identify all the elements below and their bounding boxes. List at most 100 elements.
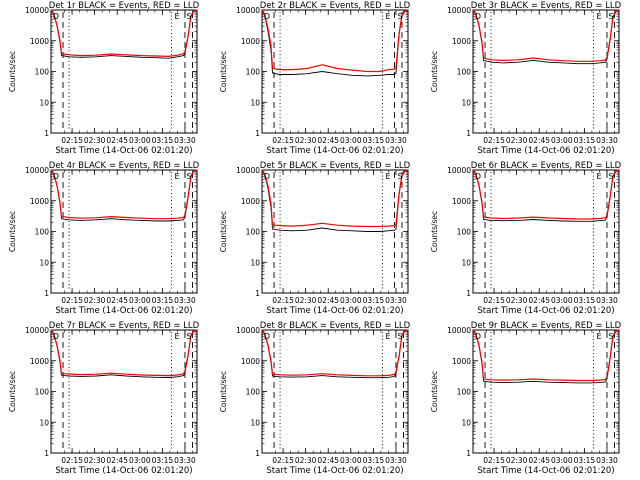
x-tick-label: 03:15 — [574, 456, 596, 465]
plot-frame — [261, 9, 409, 134]
y-tick-label: 100 — [35, 388, 50, 397]
x-axis-label: Start Time (14-Oct-06 02:01:20) — [55, 466, 192, 476]
x-tick-label: 02:15 — [61, 456, 83, 465]
y-tick-label: 10 — [461, 98, 471, 107]
x-tick-label: 02:15 — [61, 136, 83, 145]
y-tick-label: 1 — [466, 129, 471, 138]
y-axis-label: Counts/sec — [430, 211, 439, 252]
marker-d: D — [475, 12, 481, 21]
x-tick-label: 02:45 — [106, 136, 128, 145]
x-tick-label: 03:15 — [152, 136, 174, 145]
y-tick-label: 1000 — [30, 357, 49, 366]
y-tick-label: 1 — [44, 449, 49, 458]
panel-6: Det 6r BLACK = Events, RED = LLD 1 10 100 10… — [430, 161, 622, 316]
y-tick-label: 1000 — [452, 357, 471, 366]
marker-s: S — [397, 172, 402, 181]
panel-title: Det 9r BLACK = Events, RED = LLD — [471, 321, 622, 331]
y-axis-label: Counts/sec — [219, 211, 228, 252]
marker-e: E — [174, 172, 179, 181]
y-tick-label: 10000 — [25, 326, 49, 335]
x-tick-label: 02:30 — [506, 456, 528, 465]
x-tick-label: 03:30 — [596, 136, 618, 145]
panel-title: Det 4r BLACK = Events, RED = LLD — [49, 161, 200, 171]
x-tick-label: 03:00 — [129, 296, 151, 305]
x-tick-label: 03:15 — [363, 296, 385, 305]
plot-frame — [50, 329, 198, 454]
y-tick-label: 1000 — [241, 37, 260, 46]
plot-frame — [261, 329, 409, 454]
x-tick-label: 03:30 — [385, 456, 407, 465]
marker-d: D — [53, 12, 59, 21]
y-tick-label: 100 — [246, 388, 261, 397]
y-tick-label: 100 — [457, 388, 472, 397]
x-tick-label: 03:15 — [363, 136, 385, 145]
x-tick-label: 02:15 — [483, 456, 505, 465]
series-lld — [50, 9, 198, 57]
panel-1: Det 1r BLACK = Events, RED = LLD 1 10 100 10… — [8, 1, 200, 156]
marker-d: D — [53, 332, 59, 341]
panel-title: Det 7r BLACK = Events, RED = LLD — [49, 321, 200, 331]
y-tick-label: 10 — [39, 258, 49, 267]
x-axis-label: Start Time (14-Oct-06 02:01:20) — [477, 466, 614, 476]
plot-frame — [472, 169, 620, 294]
y-tick-label: 100 — [246, 68, 261, 77]
x-tick-label: 02:45 — [317, 456, 339, 465]
y-tick-label: 100 — [35, 228, 50, 237]
x-tick-label: 03:00 — [340, 456, 362, 465]
marker-e: E — [596, 332, 601, 341]
series-lld — [261, 169, 409, 228]
y-axis-label: Counts/sec — [8, 51, 17, 92]
y-tick-label: 1000 — [452, 197, 471, 206]
x-tick-label: 02:30 — [295, 136, 317, 145]
x-tick-label: 03:00 — [551, 296, 573, 305]
marker-s: S — [186, 332, 191, 341]
y-tick-label: 10000 — [25, 166, 49, 175]
y-tick-label: 1000 — [241, 197, 260, 206]
x-tick-label: 02:45 — [317, 296, 339, 305]
x-tick-label: 02:15 — [61, 296, 83, 305]
panel-2: Det 2r BLACK = Events, RED = LLD 1 10 100 10… — [219, 1, 411, 156]
panel-title: Det 1r BLACK = Events, RED = LLD — [49, 1, 200, 11]
x-tick-label: 03:30 — [174, 296, 196, 305]
x-axis-label: Start Time (14-Oct-06 02:01:20) — [477, 306, 614, 316]
panel-5: Det 5r BLACK = Events, RED = LLD 1 10 100 10… — [219, 161, 411, 316]
panel-3: Det 3r BLACK = Events, RED = LLD 1 10 100 10… — [430, 1, 622, 156]
y-tick-label: 100 — [35, 68, 50, 77]
x-tick-label: 02:30 — [506, 296, 528, 305]
y-axis-label: Counts/sec — [219, 371, 228, 412]
series-lld — [50, 169, 198, 220]
y-axis-label: Counts/sec — [430, 51, 439, 92]
y-tick-label: 1000 — [452, 37, 471, 46]
y-tick-label: 10000 — [236, 6, 260, 15]
marker-d: D — [264, 172, 270, 181]
x-tick-label: 03:30 — [596, 456, 618, 465]
marker-d: D — [475, 332, 481, 341]
y-tick-label: 1 — [44, 129, 49, 138]
y-tick-label: 10000 — [236, 166, 260, 175]
panel-title: Det 2r BLACK = Events, RED = LLD — [260, 1, 411, 11]
x-tick-label: 03:00 — [340, 296, 362, 305]
x-tick-label: 02:30 — [506, 136, 528, 145]
x-axis-label: Start Time (14-Oct-06 02:01:20) — [55, 306, 192, 316]
x-tick-label: 02:30 — [84, 456, 106, 465]
y-tick-label: 10 — [461, 418, 471, 427]
series-lld — [261, 329, 409, 377]
x-tick-label: 03:30 — [596, 296, 618, 305]
x-tick-label: 03:30 — [385, 136, 407, 145]
y-tick-label: 1000 — [30, 197, 49, 206]
y-tick-label: 10 — [39, 418, 49, 427]
y-tick-label: 1000 — [241, 357, 260, 366]
x-axis-label: Start Time (14-Oct-06 02:01:20) — [266, 146, 403, 156]
y-tick-label: 1 — [255, 129, 260, 138]
panel-title: Det 5r BLACK = Events, RED = LLD — [260, 161, 411, 171]
series-lld — [261, 9, 409, 73]
x-tick-label: 02:45 — [317, 136, 339, 145]
marker-e: E — [596, 12, 601, 21]
panel-9: Det 9r BLACK = Events, RED = LLD 1 10 100 10… — [430, 321, 622, 476]
marker-s: S — [186, 172, 191, 181]
marker-e: E — [385, 12, 390, 21]
panel-title: Det 3r BLACK = Events, RED = LLD — [471, 1, 622, 11]
x-axis-label: Start Time (14-Oct-06 02:01:20) — [55, 146, 192, 156]
y-tick-label: 100 — [457, 228, 472, 237]
